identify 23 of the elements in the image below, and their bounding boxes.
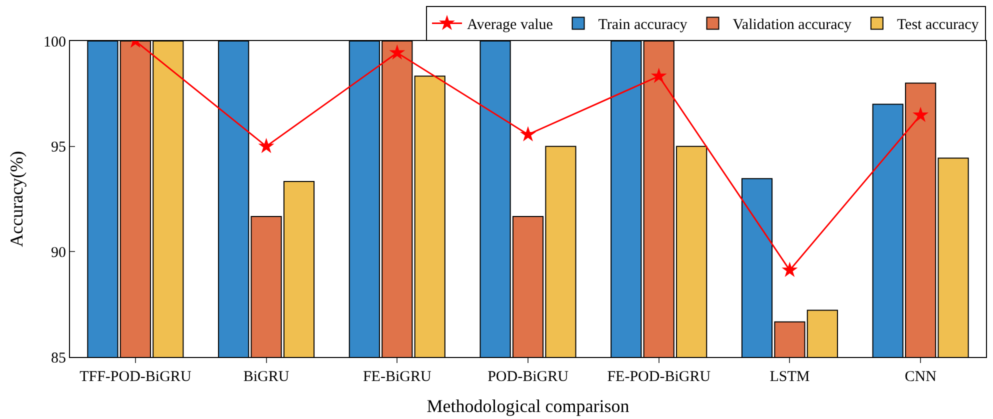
x-tick-label: LSTM xyxy=(770,369,810,385)
y-tick-label: 100 xyxy=(44,34,66,50)
x-tick-label: TFF-POD-BiGRU xyxy=(80,369,192,385)
x-tick-label: FE-BiGRU xyxy=(362,369,432,385)
y-tick-label: 90 xyxy=(51,244,66,261)
y-tick-label: 95 xyxy=(51,140,66,156)
legend-label: Average value xyxy=(467,17,554,34)
x-tick-label: CNN xyxy=(904,369,937,385)
point xyxy=(389,44,406,60)
x-tick-label: POD-BiGRU xyxy=(488,369,569,385)
x-axis-title: Methodological comparison xyxy=(426,396,630,416)
x-tick-label: FE-POD-BiGRU xyxy=(607,369,711,385)
x-tick-label: BiGRU xyxy=(243,369,290,385)
point xyxy=(650,68,667,83)
point xyxy=(258,138,274,154)
legend-label: Train accuracy xyxy=(598,17,688,34)
legend-label: Test accuracy xyxy=(896,17,980,34)
point xyxy=(912,106,929,122)
y-tick-label: 85 xyxy=(51,350,66,366)
y-axis-title: Accuracy(%) xyxy=(6,151,27,247)
point xyxy=(520,126,536,142)
legend-label: Validation accuracy xyxy=(732,17,852,34)
point xyxy=(782,262,798,278)
